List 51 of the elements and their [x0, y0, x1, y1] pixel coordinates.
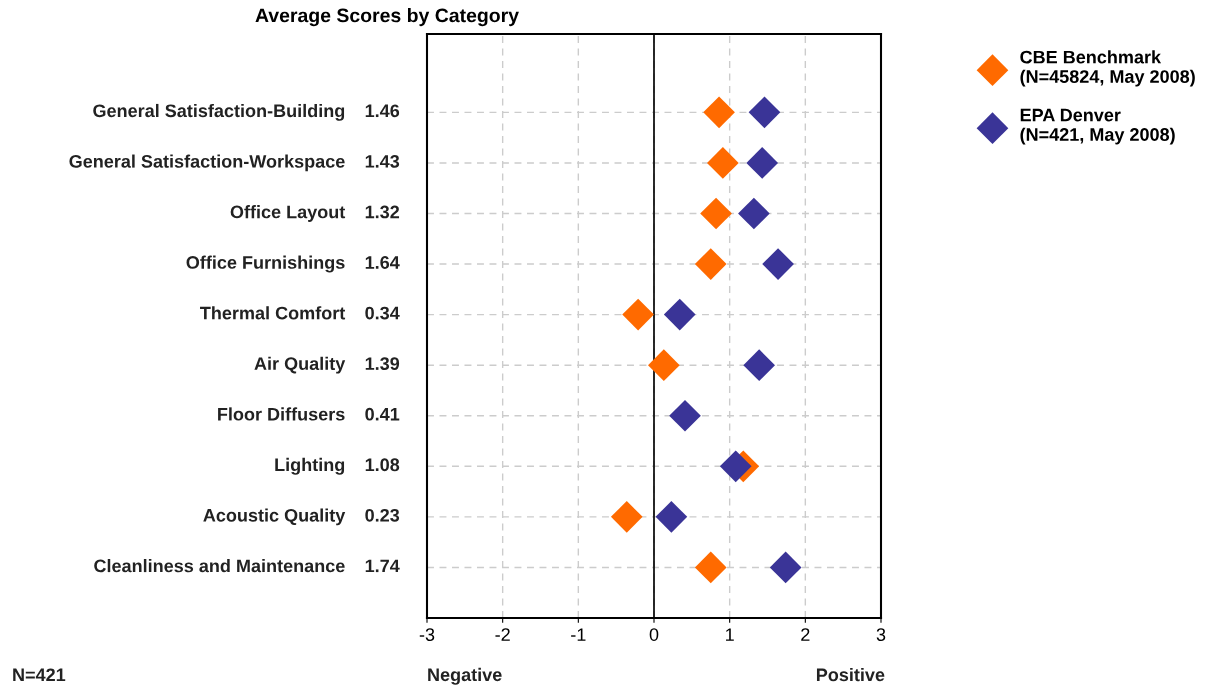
data-label: 1.74 — [365, 559, 400, 573]
x-tick-label: -2 — [495, 628, 510, 641]
x-tick-label: 2 — [801, 628, 810, 641]
y-tick-label: General Satisfaction-Workspace — [69, 154, 345, 172]
text: Positive — [816, 667, 885, 682]
y-tick-label: Air Quality — [254, 356, 346, 374]
y-tick-label: Cleanliness and Maintenance — [94, 559, 345, 573]
y-tick-label: Lighting — [275, 457, 345, 475]
point — [748, 96, 781, 129]
point — [648, 349, 680, 382]
point — [703, 96, 735, 129]
x-tick-label: -1 — [571, 628, 586, 641]
x-tick-label: 1 — [726, 628, 734, 641]
point — [700, 197, 732, 230]
data-label: 0.34 — [365, 306, 400, 320]
point — [762, 248, 794, 280]
y-tick-label: Acoustic Quality — [203, 508, 346, 526]
data-label: 1.64 — [365, 256, 400, 269]
data-label: 0.41 — [365, 407, 400, 421]
legend-label: EPA Denver (N=421, May 2008) — [1020, 108, 1175, 145]
point — [769, 551, 802, 584]
point — [743, 349, 776, 382]
point — [694, 248, 727, 280]
point — [694, 551, 727, 584]
point — [610, 501, 643, 533]
chart-title: Average Scores by Category — [255, 8, 519, 27]
data-label: 1.08 — [365, 458, 400, 472]
point — [707, 147, 739, 179]
x-tick-label: 0 — [649, 628, 659, 641]
data-label: 1.32 — [365, 205, 400, 219]
point — [669, 399, 701, 432]
x-tick-label: -3 — [419, 628, 435, 641]
y-tick-label: Office Furnishings — [186, 255, 345, 273]
data-label: 1.46 — [365, 104, 400, 118]
data-label: 1.39 — [365, 357, 400, 371]
y-tick-label: General Satisfaction-Building — [93, 103, 345, 121]
text: Negative — [428, 667, 502, 685]
y-tick-label: Office Layout — [230, 205, 346, 222]
text: N=421 — [13, 668, 66, 682]
x-tick-label: 3 — [876, 628, 886, 641]
y-tick-label: Floor Diffusers — [218, 407, 345, 421]
data-label: 1.43 — [365, 155, 400, 168]
legend-label: CBE Benchmark (N=45824, May 2008) — [1020, 50, 1195, 87]
point — [655, 501, 688, 533]
point — [719, 450, 752, 483]
data-label: 0.23 — [365, 508, 400, 522]
point — [738, 197, 770, 230]
point — [622, 298, 654, 331]
point — [746, 147, 779, 179]
point — [663, 298, 696, 331]
y-tick-label: Thermal Comfort — [200, 306, 346, 320]
